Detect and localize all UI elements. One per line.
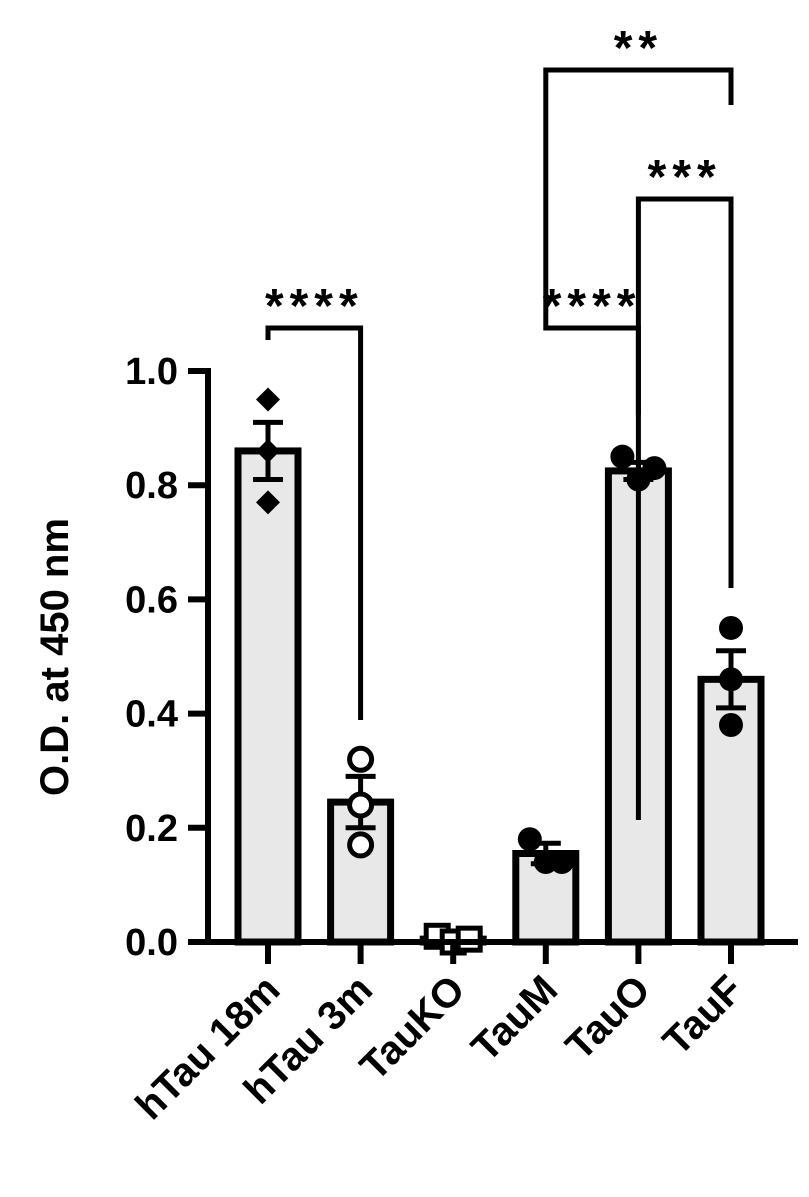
y-axis-label: O.D. at 450 nm — [33, 518, 77, 796]
significance-bracket-2 — [635, 196, 734, 820]
y-tick-label-3: 0.6 — [125, 579, 178, 621]
y-tick-label-1: 0.2 — [125, 808, 178, 850]
data-point-0-2 — [256, 490, 280, 515]
data-point-3-0 — [517, 827, 542, 852]
x-tick-label-4: TauO — [557, 967, 658, 1068]
data-point-1-2 — [347, 831, 375, 859]
significance-label-3: ** — [614, 22, 663, 75]
significance-label-0: **** — [265, 280, 364, 333]
x-tick-label-5: TauF — [655, 967, 752, 1064]
x-tick-label-2: TauKO — [352, 967, 474, 1089]
significance-bracket-3 — [543, 67, 734, 237]
data-point-5-2 — [719, 713, 743, 738]
y-tick-label-2: 0.4 — [125, 694, 178, 736]
bars-layer — [234, 447, 765, 946]
data-point-3-2 — [549, 850, 574, 875]
error-bars-layer — [253, 419, 746, 945]
bar-0 — [234, 447, 302, 946]
data-point-5-0 — [719, 615, 743, 640]
significance-label-2: *** — [648, 151, 722, 204]
points-layer — [256, 387, 743, 956]
data-point-1-0 — [347, 745, 375, 773]
data-point-0-1 — [256, 438, 280, 463]
data-point-4-0 — [610, 444, 635, 469]
y-tick-label-5: 1.0 — [125, 351, 178, 393]
data-point-5-1 — [719, 667, 743, 692]
x-tick-label-3: TauM — [463, 967, 566, 1070]
data-point-0-0 — [256, 387, 280, 412]
data-point-1-1 — [347, 791, 375, 819]
significance-layer: **** ********* — [265, 22, 734, 820]
data-point-4-2 — [642, 456, 667, 481]
y-tick-label-4: 0.8 — [125, 465, 178, 507]
y-tick-label-0: 0.0 — [125, 922, 178, 964]
significance-bracket-0 — [265, 325, 364, 720]
significance-label-1: **** — [543, 280, 642, 333]
